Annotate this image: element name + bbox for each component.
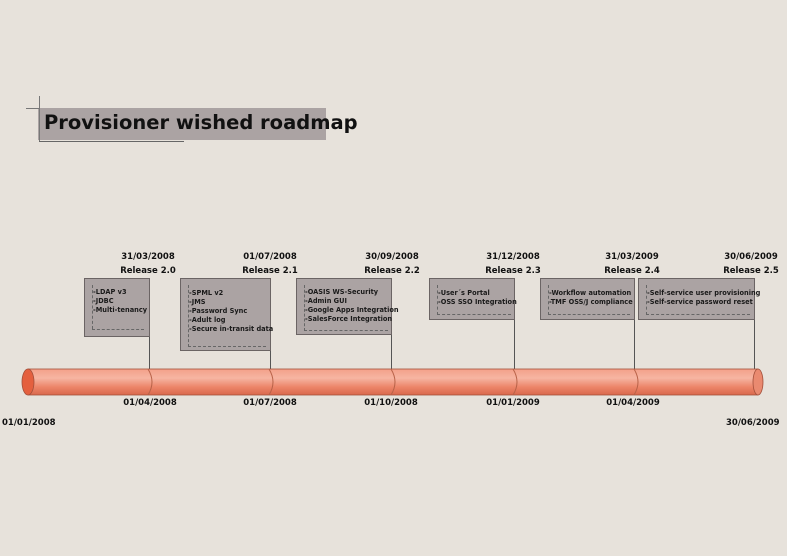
timeline-end-cap: [752, 368, 764, 396]
release-label: Release 2.3: [485, 266, 541, 276]
release-milestone: 31/03/2008 Release 2.0: [88, 250, 208, 278]
timeline-bar: [21, 368, 764, 396]
release-note: -Workflow automation -TMF OSS/J complian…: [540, 278, 635, 320]
feature-item: -JMS: [189, 298, 206, 306]
title-box: [38, 108, 326, 140]
feature-item: -Password Sync: [189, 307, 248, 315]
release-date: 30/09/2008: [365, 252, 419, 262]
timeline-segment-divider: [512, 368, 518, 396]
release-milestone: 31/03/2009 Release 2.4: [572, 250, 692, 278]
timeline-segment-divider: [268, 368, 274, 396]
feature-item: -OSS SSO Integration: [438, 298, 517, 306]
timeline-segment-divider: [390, 368, 396, 396]
release-date: 31/03/2008: [121, 252, 175, 262]
release-milestone: 31/12/2008 Release 2.3: [453, 250, 573, 278]
release-milestone: 30/09/2008 Release 2.2: [332, 250, 452, 278]
release-milestone: 30/06/2009 Release 2.5: [691, 250, 787, 278]
feature-item: -Multi-tenancy: [93, 306, 148, 314]
timeline-start-cap: [21, 368, 35, 396]
feature-item: -Adult log: [189, 316, 226, 324]
release-note: -User´s Portal -OSS SSO Integration: [429, 278, 517, 320]
title-accent-line: [26, 108, 40, 109]
quarter-date: 01/01/2009: [486, 398, 540, 408]
quarter-date: 01/07/2008: [243, 398, 297, 408]
connector-line: [754, 320, 755, 370]
title-accent-line: [39, 96, 40, 142]
feature-item: -User´s Portal: [438, 289, 490, 297]
release-label: Release 2.5: [723, 266, 779, 276]
feature-item: -Secure in-transit data: [189, 325, 274, 333]
connector-line: [270, 351, 271, 370]
quarter-date: 01/10/2008: [364, 398, 418, 408]
release-date: 30/06/2009: [724, 252, 778, 262]
quarter-date: 01/04/2009: [606, 398, 660, 408]
feature-item: -TMF OSS/J compliance: [549, 298, 633, 306]
title-accent-line: [39, 141, 184, 142]
release-label: Release 2.2: [364, 266, 420, 276]
connector-line: [149, 337, 150, 370]
feature-item: -OASIS WS-Security: [305, 288, 379, 296]
release-note: -SPML v2 -JMS -Password Sync -Adult log …: [180, 278, 274, 351]
feature-item: -Google Apps Integration: [305, 306, 399, 314]
timeline-end-date: 30/06/2009: [726, 418, 780, 428]
release-note: -Self-service user provisioning -Self-se…: [638, 278, 760, 320]
feature-item: -JDBC: [93, 297, 114, 305]
feature-item: -Self-service password reset: [647, 298, 753, 306]
feature-item: -SalesForce Integration: [305, 315, 393, 323]
release-milestone: 01/07/2008 Release 2.1: [210, 250, 330, 278]
timeline-segment-divider: [633, 368, 639, 396]
feature-item: -Admin GUI: [305, 297, 347, 305]
feature-item: -SPML v2: [189, 289, 224, 297]
connector-line: [634, 320, 635, 370]
page-title: Provisioner wished roadmap: [44, 111, 358, 134]
feature-item: -LDAP v3: [93, 288, 127, 296]
release-date: 01/07/2008: [243, 252, 297, 262]
connector-line: [514, 320, 515, 370]
quarter-date: 01/04/2008: [123, 398, 177, 408]
connector-line: [391, 335, 392, 370]
timeline-segment-divider: [147, 368, 153, 396]
release-date: 31/03/2009: [605, 252, 659, 262]
release-label: Release 2.0: [120, 266, 176, 276]
release-label: Release 2.4: [604, 266, 660, 276]
release-label: Release 2.1: [242, 266, 298, 276]
release-note: -LDAP v3 -JDBC -Multi-tenancy: [84, 278, 150, 337]
timeline-start-date: 01/01/2008: [2, 418, 56, 428]
release-note: -OASIS WS-Security -Admin GUI -Google Ap…: [296, 278, 399, 335]
feature-item: -Workflow automation: [549, 289, 632, 297]
release-date: 31/12/2008: [486, 252, 540, 262]
feature-item: -Self-service user provisioning: [647, 289, 761, 297]
